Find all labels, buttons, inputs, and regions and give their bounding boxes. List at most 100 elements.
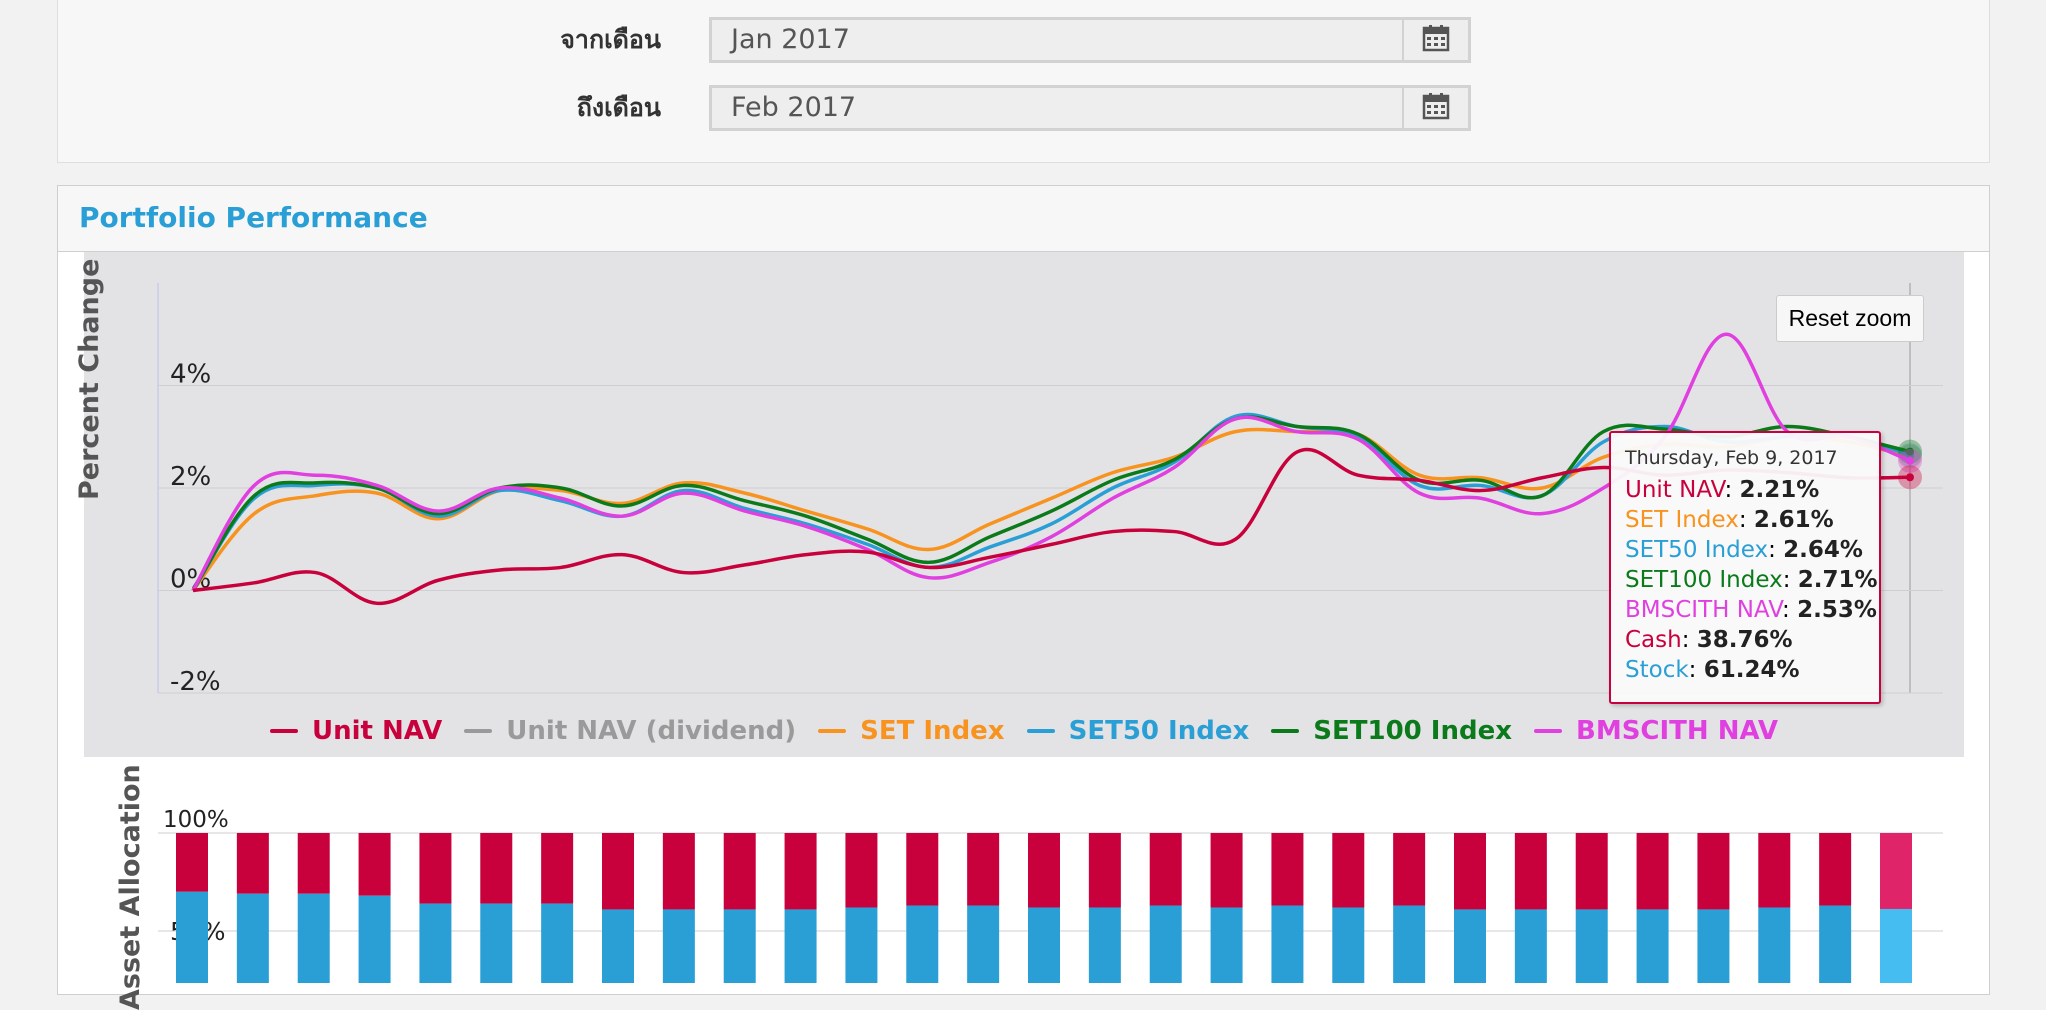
stock-bar[interactable] xyxy=(1210,907,1243,983)
cash-bar[interactable] xyxy=(480,833,513,904)
tooltip-row-label: Cash xyxy=(1625,627,1682,653)
cash-bar[interactable] xyxy=(784,833,817,910)
stock-bar[interactable] xyxy=(1332,907,1365,983)
cash-bar[interactable] xyxy=(1454,833,1486,910)
tooltip-row-separator: : xyxy=(1688,657,1704,683)
stock-bar[interactable] xyxy=(784,909,817,983)
tooltip-date: Thursday, Feb 9, 2017 xyxy=(1625,447,1838,469)
stock-bar[interactable] xyxy=(1697,909,1730,983)
tooltip-row-value: 2.21% xyxy=(1739,477,1820,503)
cash-bar[interactable] xyxy=(723,833,756,910)
legend-item[interactable]: SET100 Index xyxy=(1271,716,1512,746)
tooltip-row-value: 38.76% xyxy=(1696,627,1793,653)
y-tick-label: 4% xyxy=(170,360,211,390)
cash-bar[interactable] xyxy=(967,833,1000,906)
stock-bar[interactable] xyxy=(419,903,452,983)
cash-bar[interactable] xyxy=(845,833,878,908)
stock-bar[interactable] xyxy=(1454,909,1486,983)
stock-bar[interactable] xyxy=(1819,905,1852,983)
cash-bar[interactable] xyxy=(1028,833,1060,908)
chart-tooltip: Thursday, Feb 9, 2017 Unit NAV: 2.21% SET… xyxy=(1609,431,1881,704)
cash-bar[interactable] xyxy=(1514,833,1547,910)
cash-bar[interactable] xyxy=(1880,833,1912,909)
cash-bar[interactable] xyxy=(1332,833,1365,908)
tooltip-row-label: SET100 Index xyxy=(1625,567,1783,593)
tooltip-row: Stock: 61.24% xyxy=(1625,655,1879,685)
stock-bar[interactable] xyxy=(1393,905,1426,983)
from-calendar-button[interactable] xyxy=(1402,17,1471,63)
legend-label: Unit NAV xyxy=(312,716,443,746)
cash-bar[interactable] xyxy=(236,833,269,894)
legend-item[interactable]: Unit NAV xyxy=(270,716,442,746)
tooltip-row: Unit NAV: 2.21% xyxy=(1625,475,1879,505)
y-tick-label: 2% xyxy=(170,462,211,492)
tooltip-row: SET Index: 2.61% xyxy=(1625,505,1879,535)
cash-bar[interactable] xyxy=(1271,833,1304,906)
cash-bar[interactable] xyxy=(358,833,391,896)
stock-bar[interactable] xyxy=(723,909,756,983)
cash-bar[interactable] xyxy=(1149,833,1182,906)
legend-item[interactable]: Unit NAV (dividend) xyxy=(464,716,796,746)
tooltip-row-value: 2.61% xyxy=(1753,507,1834,533)
legend-label: BMSCITH NAV xyxy=(1576,716,1778,746)
stock-bar[interactable] xyxy=(1271,905,1304,983)
stock-bar[interactable] xyxy=(1758,907,1791,983)
stock-bar[interactable] xyxy=(1880,908,1912,983)
stock-bar[interactable] xyxy=(480,903,513,983)
tooltip-row-separator: : xyxy=(1681,627,1697,653)
stock-bar[interactable] xyxy=(1575,909,1608,983)
stock-bar[interactable] xyxy=(662,909,695,983)
tooltip-row-separator: : xyxy=(1782,597,1798,623)
panel-title: Portfolio Performance xyxy=(79,201,428,234)
hover-marker xyxy=(1906,456,1914,465)
cash-bar[interactable] xyxy=(662,833,695,910)
cash-bar[interactable] xyxy=(1758,833,1791,908)
tooltip-row: Cash: 38.76% xyxy=(1625,625,1879,655)
stock-bar[interactable] xyxy=(1636,909,1669,983)
cash-bar[interactable] xyxy=(602,833,634,910)
stock-bar[interactable] xyxy=(541,903,574,983)
calendar-icon xyxy=(1422,92,1450,124)
cash-bar[interactable] xyxy=(1210,833,1243,908)
stock-bar[interactable] xyxy=(236,893,269,983)
cash-bar[interactable] xyxy=(297,833,330,894)
stock-bar[interactable] xyxy=(967,905,1000,983)
stock-bar[interactable] xyxy=(1514,909,1547,983)
tooltip-row-value: 2.53% xyxy=(1797,597,1877,623)
series-line-unit-nav[interactable] xyxy=(192,447,1911,606)
cash-bar[interactable] xyxy=(906,833,939,906)
legend-label: SET100 Index xyxy=(1313,716,1512,746)
cash-bar[interactable] xyxy=(1636,833,1669,910)
legend-item[interactable]: BMSCITH NAV xyxy=(1534,716,1778,746)
stock-bar[interactable] xyxy=(358,895,391,983)
tooltip-row-label: Unit NAV xyxy=(1625,477,1725,503)
tooltip-row-value: 2.71% xyxy=(1797,567,1878,593)
calendar-icon xyxy=(1422,24,1450,56)
stock-bar[interactable] xyxy=(906,905,939,983)
legend-swatch xyxy=(1271,729,1300,733)
cash-bar[interactable] xyxy=(1088,833,1121,908)
stock-bar[interactable] xyxy=(176,891,208,983)
cash-bar[interactable] xyxy=(1575,833,1608,910)
stock-bar[interactable] xyxy=(1149,905,1182,983)
reset-zoom-button[interactable]: Reset zoom xyxy=(1776,295,1924,342)
to-calendar-button[interactable] xyxy=(1402,85,1471,131)
to-month-input[interactable]: Feb 2017 xyxy=(709,85,1439,131)
cash-bar[interactable] xyxy=(541,833,574,904)
stock-bar[interactable] xyxy=(602,909,634,983)
cash-bar[interactable] xyxy=(1819,833,1852,906)
stock-bar[interactable] xyxy=(845,907,878,983)
cash-bar[interactable] xyxy=(176,833,208,892)
performance-chart[interactable]: 4%2%0%-2% 100%50% xyxy=(0,0,2046,983)
stock-bar[interactable] xyxy=(297,893,330,983)
tooltip-row: SET50 Index: 2.64% xyxy=(1625,535,1879,565)
cash-bar[interactable] xyxy=(419,833,452,904)
legend-item[interactable]: SET50 Index xyxy=(1026,716,1249,746)
legend-item[interactable]: SET Index xyxy=(818,716,1005,746)
cash-bar[interactable] xyxy=(1393,833,1426,906)
stock-bar[interactable] xyxy=(1088,907,1121,983)
from-month-input[interactable]: Jan 2017 xyxy=(709,17,1439,63)
cash-bar[interactable] xyxy=(1697,833,1730,910)
tooltip-row-separator: : xyxy=(1768,537,1784,563)
stock-bar[interactable] xyxy=(1028,907,1060,983)
